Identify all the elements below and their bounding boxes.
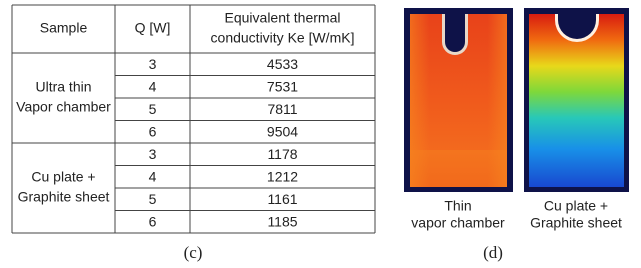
table-cell: 7531: [267, 78, 298, 94]
table-cell: 1212: [267, 168, 298, 184]
image-caption: Graphite sheet: [530, 215, 622, 231]
image-caption: Cu plate +: [544, 198, 608, 214]
sample-cell: Graphite sheet: [18, 189, 110, 205]
table-cell: 4533: [267, 56, 298, 72]
table-cell: 6: [149, 213, 157, 229]
header-cell: conductivity Ke [W/mK]: [211, 30, 355, 46]
table-cell: 9504: [267, 123, 298, 139]
table: Sample Q [W] Equivalent thermal conductivit…: [12, 5, 375, 233]
table-cell: 1185: [267, 213, 297, 229]
table-cell: 3: [149, 146, 157, 162]
table-cell: 5: [149, 101, 157, 117]
header-cell: Equivalent thermal: [225, 10, 341, 26]
images-caption: (d): [483, 243, 503, 262]
image-caption: vapor chamber: [411, 215, 505, 231]
table-cell: 1161: [267, 191, 297, 207]
sample-cell: Cu plate +: [31, 169, 95, 185]
table-cell: 4: [149, 168, 157, 184]
table-cell: 1178: [267, 146, 297, 162]
table-caption: (c): [184, 243, 203, 262]
table-cell: 5: [149, 191, 157, 207]
header-cell: Q [W]: [135, 20, 171, 36]
heater-notch: [445, 14, 465, 52]
image-caption: Thin: [444, 198, 471, 214]
header-cell: Sample: [40, 20, 88, 36]
sample-cell: Ultra thin: [35, 79, 91, 95]
table-cell: 6: [149, 123, 157, 139]
figure: Sample Q [W] Equivalent thermal conductivit…: [0, 0, 641, 268]
sample-cell: Vapor chamber: [16, 99, 111, 115]
table-cell: 3: [149, 56, 157, 72]
table-cell: 4: [149, 78, 157, 94]
thermal-images: [404, 8, 629, 192]
table-cell: 7811: [267, 101, 297, 117]
thermal-shade: [410, 150, 507, 187]
